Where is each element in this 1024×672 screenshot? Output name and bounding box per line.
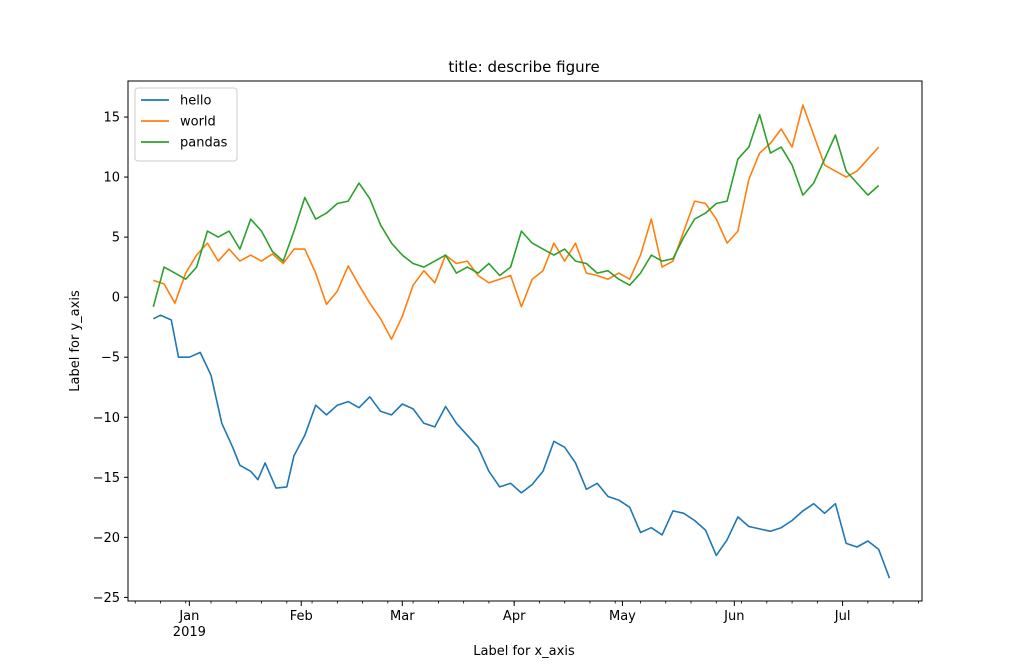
y-tick-label: −15 <box>93 471 120 486</box>
series-line-pandas <box>152 113 880 308</box>
y-tick-label: −10 <box>93 411 120 426</box>
y-tick-label: 10 <box>103 171 120 186</box>
y-axis-label: Label for y_axis <box>68 290 83 392</box>
x-tick-label: Feb <box>290 609 313 624</box>
x-axis-label: Label for x_axis <box>473 644 575 659</box>
y-tick-label: −25 <box>93 591 120 606</box>
y-tick-label: −20 <box>93 531 120 546</box>
x-tick-label: Mar <box>390 609 415 624</box>
legend-label-hello: hello <box>180 94 211 109</box>
y-axis: 15 10 5 0 −5 −10 −15 −20 −25 <box>93 111 128 606</box>
x-tick-label: Jun <box>723 609 744 624</box>
series-line-world <box>153 104 880 340</box>
x-tick-label: Jan <box>178 609 199 624</box>
y-tick-label: 5 <box>112 231 120 246</box>
series-layer <box>152 104 891 579</box>
x-tick-label: Jul <box>834 609 851 624</box>
legend: hello world pandas <box>134 87 238 162</box>
x-tick-year-label: 2019 <box>173 625 206 640</box>
legend-label-world: world <box>180 115 216 130</box>
plot-frame <box>127 80 923 602</box>
y-tick-label: 15 <box>103 111 120 126</box>
series-line-hello <box>152 314 891 579</box>
x-tick-label: May <box>609 609 636 624</box>
chart-title: title: describe figure <box>448 58 599 76</box>
legend-label-pandas: pandas <box>180 136 228 151</box>
y-tick-label: 0 <box>112 291 120 306</box>
y-tick-label: −5 <box>101 351 120 366</box>
x-tick-label: Apr <box>503 609 526 624</box>
plot-area <box>128 81 922 601</box>
